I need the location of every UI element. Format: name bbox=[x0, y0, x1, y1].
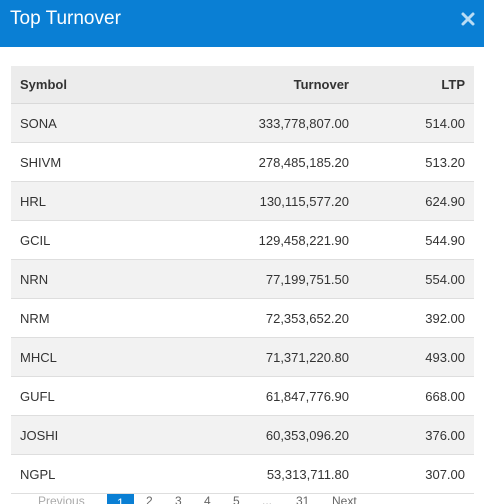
table-row: HRL 130,115,577.20 624.90 bbox=[11, 182, 474, 221]
ltp-cell: 392.00 bbox=[425, 311, 465, 326]
table-row: GUFL 61,847,776.90 668.00 bbox=[11, 377, 474, 416]
turnover-cell: 71,371,220.80 bbox=[265, 350, 349, 365]
table-row: GCIL 129,458,221.90 544.90 bbox=[11, 221, 474, 260]
pagination-page-2[interactable]: 2 bbox=[146, 494, 153, 504]
turnover-cell: 77,199,751.50 bbox=[265, 272, 349, 287]
table-row: SONA 333,778,807.00 514.00 bbox=[11, 104, 474, 143]
symbol-cell: MHCL bbox=[20, 350, 57, 365]
pagination-page-31[interactable]: 31 bbox=[296, 494, 310, 504]
symbol-cell: GUFL bbox=[20, 389, 55, 404]
ltp-cell: 376.00 bbox=[425, 428, 465, 443]
table-row: NRM 72,353,652.20 392.00 bbox=[11, 299, 474, 338]
modal-title: Top Turnover bbox=[10, 8, 121, 29]
ltp-cell: 307.00 bbox=[425, 467, 465, 482]
pagination-ellipsis: ... bbox=[262, 494, 273, 504]
turnover-cell: 72,353,652.20 bbox=[265, 311, 349, 326]
table-header: Symbol Turnover LTP bbox=[11, 66, 474, 104]
column-header-symbol[interactable]: Symbol bbox=[20, 77, 67, 92]
symbol-cell: JOSHI bbox=[20, 428, 59, 443]
table-row: JOSHI 60,353,096.20 376.00 bbox=[11, 416, 474, 455]
symbol-cell: SONA bbox=[20, 116, 57, 131]
table-row: NRN 77,199,751.50 554.00 bbox=[11, 260, 474, 299]
pagination: Previous 1 2 3 4 5 ... 31 Next bbox=[0, 492, 484, 504]
symbol-cell: GCIL bbox=[20, 233, 51, 248]
symbol-cell: NRN bbox=[20, 272, 49, 287]
symbol-cell: NGPL bbox=[20, 467, 56, 482]
ltp-cell: 624.90 bbox=[425, 194, 465, 209]
modal-header: Top Turnover bbox=[0, 0, 484, 47]
ltp-cell: 544.90 bbox=[425, 233, 465, 248]
column-header-turnover[interactable]: Turnover bbox=[293, 77, 349, 92]
pagination-page-1[interactable]: 1 bbox=[107, 494, 134, 504]
ltp-cell: 554.00 bbox=[425, 272, 465, 287]
table-row: MHCL 71,371,220.80 493.00 bbox=[11, 338, 474, 377]
turnover-cell: 61,847,776.90 bbox=[265, 389, 349, 404]
turnover-cell: 129,458,221.90 bbox=[258, 233, 349, 248]
pagination-page-5[interactable]: 5 bbox=[233, 494, 240, 504]
turnover-cell: 333,778,807.00 bbox=[258, 116, 349, 131]
turnover-cell: 60,353,096.20 bbox=[265, 428, 349, 443]
symbol-cell: SHIVM bbox=[20, 155, 62, 170]
ltp-cell: 514.00 bbox=[425, 116, 465, 131]
symbol-cell: HRL bbox=[20, 194, 47, 209]
pagination-next[interactable]: Next bbox=[332, 494, 357, 504]
turnover-table: Symbol Turnover LTP SONA 333,778,807.00 … bbox=[11, 66, 474, 494]
table-row: NGPL 53,313,711.80 307.00 bbox=[11, 455, 474, 494]
turnover-cell: 130,115,577.20 bbox=[259, 194, 349, 209]
symbol-cell: NRM bbox=[20, 311, 50, 326]
turnover-cell: 278,485,185.20 bbox=[258, 155, 349, 170]
pagination-page-3[interactable]: 3 bbox=[175, 494, 182, 504]
table-row: SHIVM 278,485,185.20 513.20 bbox=[11, 143, 474, 182]
column-header-ltp[interactable]: LTP bbox=[441, 77, 465, 92]
pagination-page-4[interactable]: 4 bbox=[204, 494, 211, 504]
pagination-previous[interactable]: Previous bbox=[38, 494, 85, 504]
turnover-cell: 53,313,711.80 bbox=[266, 467, 349, 482]
close-icon[interactable] bbox=[460, 10, 476, 28]
ltp-cell: 493.00 bbox=[425, 350, 465, 365]
ltp-cell: 513.20 bbox=[425, 155, 465, 170]
ltp-cell: 668.00 bbox=[425, 389, 465, 404]
